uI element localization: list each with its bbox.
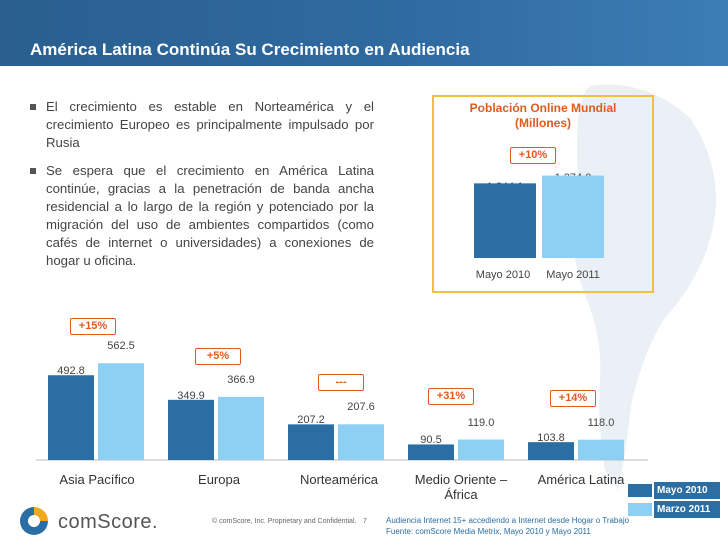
page-number: 7 (363, 518, 367, 525)
value-label-marzo-2011: 562.5 (107, 340, 135, 353)
value-label-mayo-2010: 349.9 (177, 389, 205, 402)
value-label-marzo-2011: 366.9 (227, 373, 255, 386)
value-label-mayo-2010: 207.2 (297, 414, 325, 427)
category-medio-oriente-africa: Medio Oriente – África (414, 472, 508, 502)
page-title: América Latina Continúa Su Crecimiento e… (30, 40, 470, 59)
bar-europa-mayo-2010 (168, 399, 214, 460)
inset-category-mayo-2011: Mayo 2011 (546, 269, 600, 281)
growth-label: +15% (70, 318, 116, 335)
inset-bar-mayo-2011 (542, 175, 604, 258)
bullet-1: El crecimiento es estable en Norteaméric… (30, 98, 374, 152)
bar-norteam-rica-mayo-2010 (288, 424, 334, 460)
category-america-latina: América Latina (537, 472, 625, 487)
bullet-2-text: Se espera que el crecimiento en América … (46, 163, 374, 268)
comscore-logo-text: comScore. (58, 511, 159, 533)
legend-swatch-marzo-2011 (628, 503, 652, 516)
inset-chart-title-line2: (Millones) (515, 116, 571, 130)
bullet-marker (30, 168, 36, 174)
footer-confidential: © comScore, Inc. Proprietary and Confide… (212, 518, 357, 525)
value-label-marzo-2011: 118.0 (587, 416, 615, 429)
category-norteamerica: Norteamérica (299, 472, 379, 487)
header-bar (0, 0, 728, 66)
category-europa: Europa (198, 472, 240, 487)
inset-chart-title-line1: Población Online Mundial (469, 101, 617, 115)
bar-asia-pac-fico-mayo-2010 (48, 375, 94, 460)
value-label-marzo-2011: 119.0 (467, 416, 495, 429)
growth-label: +31% (428, 388, 474, 405)
footer-note-audience: Audiencia Internet 15+ accediendo a Inte… (386, 516, 630, 525)
legend-label-mayo-2010: Mayo 2010 (654, 482, 720, 499)
inset-category-mayo-2010: Mayo 2010 (475, 269, 531, 281)
growth-label: +14% (550, 390, 596, 407)
bar-am-rica-latina-marzo-2011 (578, 439, 624, 460)
bar-asia-pac-fico-marzo-2011 (98, 363, 144, 460)
regional-bars-group (48, 363, 624, 460)
bar-europa-marzo-2011 (218, 396, 264, 460)
comscore-logo-icon (20, 507, 48, 535)
legend-swatch-mayo-2010 (628, 484, 652, 497)
bar-medio-oriente-frica-mayo-2010 (408, 444, 454, 460)
legend-label-marzo-2011: Marzo 2011 (654, 501, 720, 518)
inset-bar-mayo-2010 (474, 183, 536, 258)
growth-label: --- (318, 374, 364, 391)
value-label-mayo-2010: 103.8 (537, 432, 565, 445)
value-label-marzo-2011: 207.6 (347, 401, 375, 414)
inset-chart-frame (432, 95, 654, 293)
inset-growth-label: +10% (510, 147, 556, 164)
bar-am-rica-latina-mayo-2010 (528, 442, 574, 460)
bullet-1-text: El crecimiento es estable en Norteaméric… (46, 99, 374, 150)
value-label-mayo-2010: 90.5 (420, 434, 442, 447)
bullet-2: Se espera que el crecimiento en América … (30, 162, 374, 270)
value-label-mayo-2010: 492.8 (57, 365, 85, 378)
category-asia-pacifico: Asia Pacífico (59, 472, 135, 487)
bar-medio-oriente-frica-marzo-2011 (458, 439, 504, 460)
footer-note-source: Fuente: comScore Media Metrix, Mayo 2010… (386, 527, 591, 536)
bullet-marker (30, 104, 36, 110)
bar-norteam-rica-marzo-2011 (338, 424, 384, 460)
growth-label: +5% (195, 348, 241, 365)
